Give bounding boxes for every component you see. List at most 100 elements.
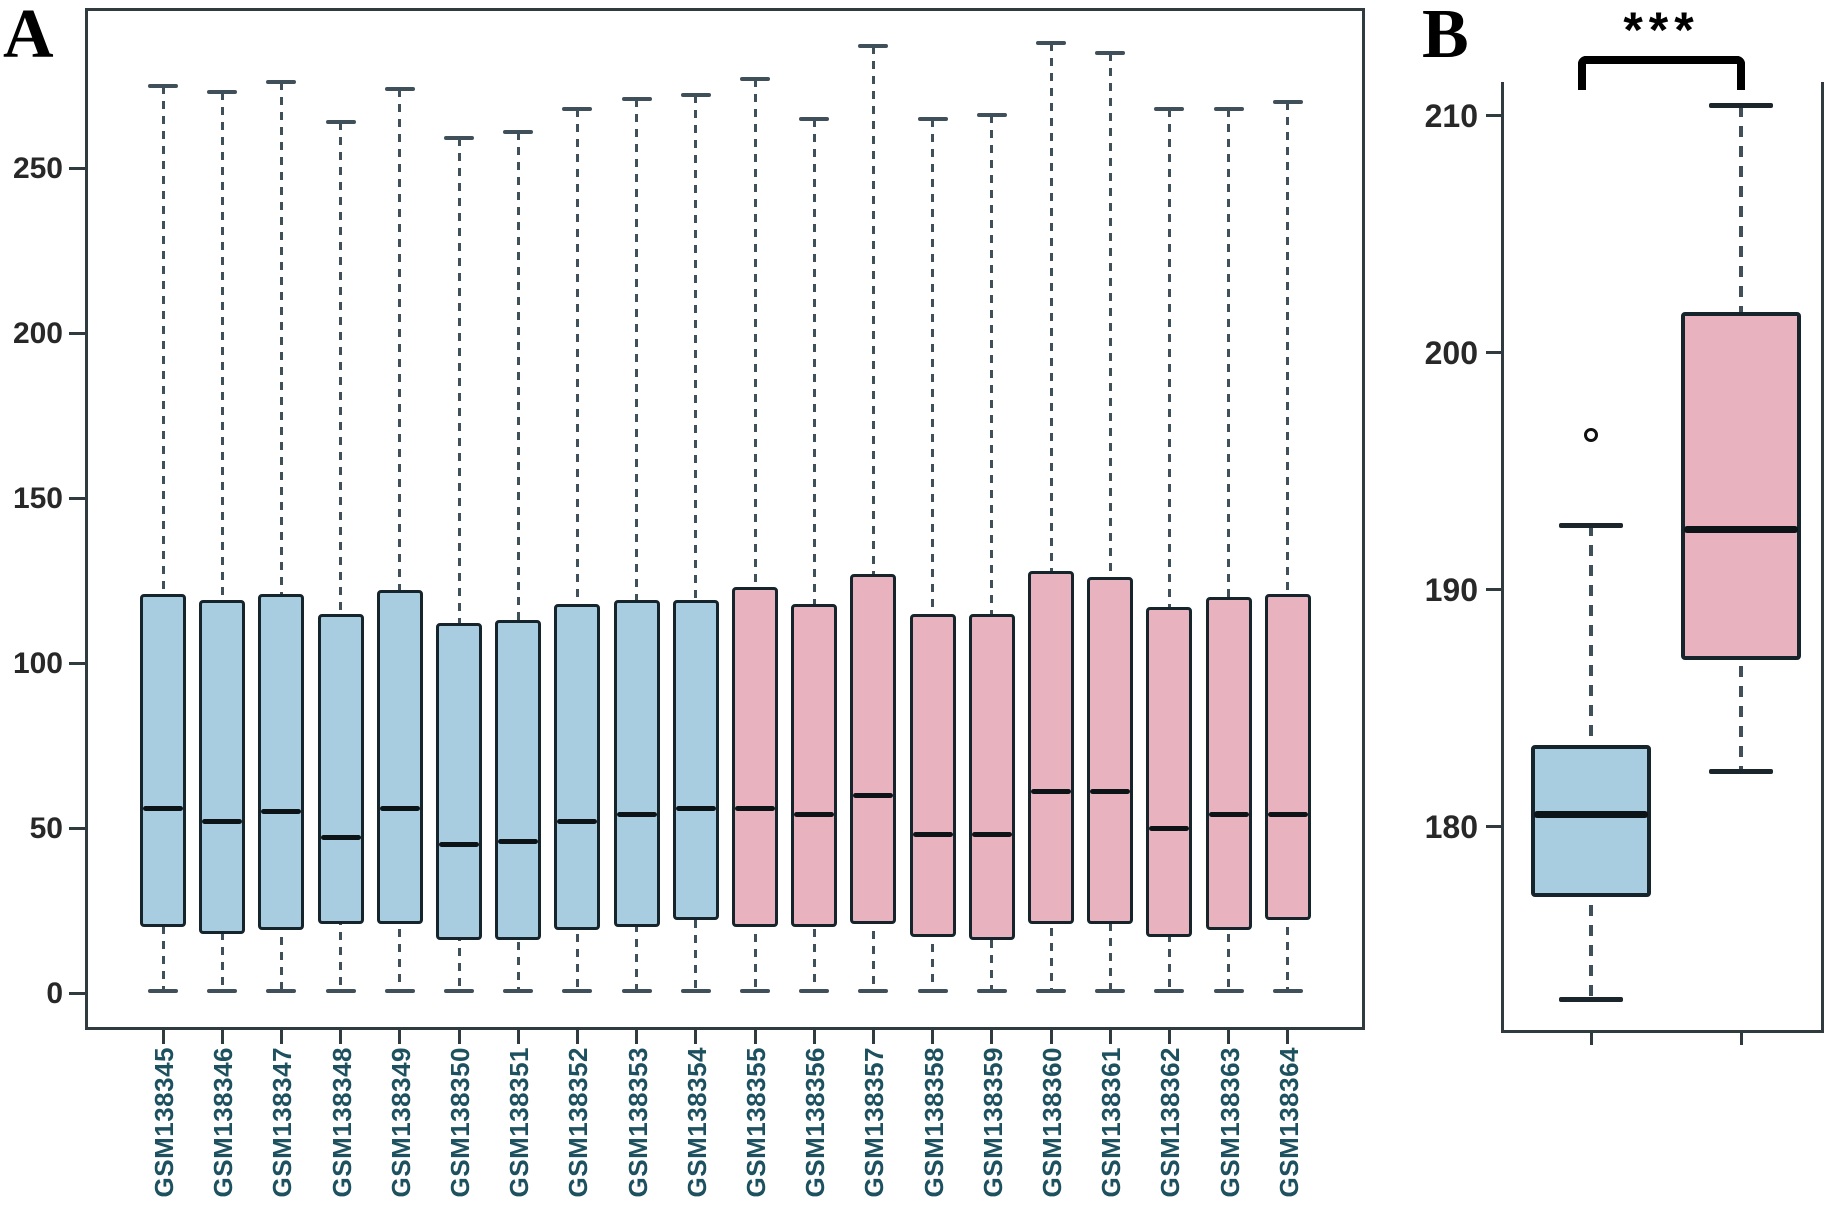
y-axis-tick-label: 0: [46, 977, 63, 1010]
x-axis-label: GSM138347: [267, 1047, 298, 1198]
x-axis-label: GSM138357: [859, 1047, 890, 1198]
y-axis-tick: [69, 166, 85, 170]
whisker-line: [339, 121, 343, 992]
whisker-cap-bottom: [976, 989, 1007, 994]
x-axis-label: GSM138356: [800, 1047, 831, 1198]
x-axis-label: GSM138351: [504, 1047, 535, 1198]
x-axis-label: GSM138359: [977, 1047, 1008, 1198]
whisker-cap-bottom: [799, 989, 830, 994]
whisker-cap-bottom: [1213, 989, 1244, 994]
whisker-line: [1167, 108, 1171, 992]
x-axis-tick: [871, 1030, 875, 1044]
x-axis-tick: [1108, 1030, 1112, 1044]
median-line: [616, 812, 657, 818]
x-axis-tick: [931, 1030, 935, 1044]
whisker-line: [871, 45, 875, 992]
x-axis-tick: [1286, 1030, 1290, 1044]
x-axis-label: GSM138353: [622, 1047, 653, 1198]
median-line: [1534, 810, 1648, 818]
whisker-line: [694, 95, 698, 992]
whisker-cap-top: [1709, 103, 1773, 109]
x-axis-tick: [339, 1030, 343, 1044]
x-axis-tick: [398, 1030, 402, 1044]
median-line: [1149, 825, 1190, 831]
x-axis-tick: [635, 1030, 639, 1044]
box-GSM138355: [732, 587, 778, 927]
x-axis-label: GSM138350: [445, 1047, 475, 1198]
whisker-cap-top: [1154, 106, 1185, 111]
box-GSM138346: [199, 600, 246, 934]
x-axis-tick: [279, 1030, 283, 1044]
median-line: [912, 832, 953, 838]
y-axis-tick: [69, 496, 85, 500]
y-axis-tick: [69, 991, 85, 995]
box-GSM138361: [1087, 577, 1134, 924]
x-axis-tick: [753, 1030, 757, 1044]
box-GSM138347: [258, 593, 305, 931]
x-axis-label: GSM138360: [1037, 1047, 1067, 1198]
box-GSM138354: [672, 600, 719, 921]
median-line: [557, 818, 598, 824]
whisker-cap-bottom: [740, 989, 770, 994]
median-line: [320, 835, 361, 841]
y-axis-tick: [69, 826, 85, 830]
whisker-cap-top: [503, 129, 534, 134]
median-line: [379, 805, 420, 811]
whisker-cap-bottom: [207, 989, 238, 994]
x-axis-tick: [1167, 1030, 1171, 1044]
y-axis-tick-label: 210: [1424, 98, 1478, 134]
whisker-cap-top: [1272, 100, 1303, 104]
whisker-cap-bottom: [1095, 989, 1126, 994]
x-axis-tick: [457, 1030, 461, 1044]
y-axis-tick: [1486, 824, 1501, 828]
whisker-cap-bottom: [266, 989, 297, 994]
whisker-cap-top: [266, 80, 297, 85]
median-line: [794, 812, 835, 818]
whisker-line: [516, 131, 520, 992]
x-axis-label: GSM138354: [681, 1047, 712, 1198]
box-blue-group: [1531, 745, 1651, 898]
x-axis-tick: [220, 1030, 224, 1044]
median-line: [675, 805, 716, 811]
box-GSM138360: [1028, 570, 1074, 924]
box-GSM138349: [376, 590, 423, 924]
whisker-cap-bottom: [444, 989, 474, 994]
box-GSM138356: [791, 603, 838, 927]
whisker-cap-top: [799, 116, 830, 121]
box-GSM138362: [1146, 606, 1193, 937]
box-GSM138353: [613, 600, 660, 927]
whisker-cap-bottom: [562, 989, 593, 994]
whisker-cap-top: [680, 93, 711, 98]
box-GSM138364: [1264, 593, 1311, 921]
box-pink-group: [1681, 311, 1801, 661]
whisker-cap-top: [976, 113, 1007, 118]
whisker-cap-top: [740, 76, 770, 81]
box-GSM138348: [317, 613, 364, 924]
median-line: [735, 805, 775, 811]
y-axis-tick-label: 180: [1424, 809, 1478, 845]
whisker-cap-top: [1036, 40, 1066, 45]
whisker-line: [753, 78, 757, 992]
whisker-line: [220, 92, 224, 992]
median-line: [202, 818, 243, 824]
median-line: [498, 838, 539, 844]
x-axis-label: GSM138363: [1214, 1047, 1245, 1198]
whisker-cap-bottom: [1036, 989, 1066, 994]
box-GSM138359: [968, 613, 1015, 941]
median-line: [1684, 526, 1798, 534]
panel-b-left-axis: [1501, 82, 1504, 1033]
whisker-line: [635, 98, 639, 992]
whisker-cap-bottom: [1272, 989, 1303, 994]
whisker-cap-top: [621, 96, 652, 101]
whisker-cap-top: [325, 119, 356, 124]
median-line: [1090, 789, 1131, 795]
x-axis-tick: [694, 1030, 698, 1044]
whisker-line: [931, 118, 935, 992]
whisker-line: [1108, 52, 1112, 992]
y-axis-tick-label: 250: [12, 152, 63, 185]
whisker-line: [1286, 102, 1290, 992]
whisker-line: [990, 115, 994, 992]
median-line: [853, 792, 894, 798]
x-axis-label: GSM138358: [918, 1047, 949, 1198]
